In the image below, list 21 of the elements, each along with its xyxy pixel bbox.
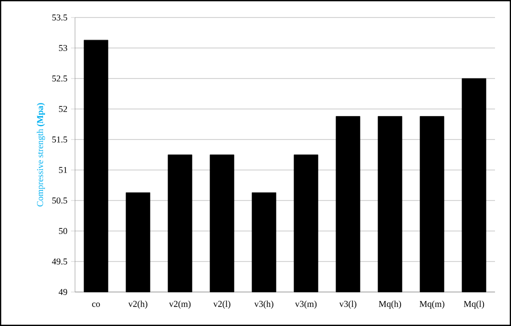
y-tick-label: 49.5: [52, 258, 68, 265]
y-tick-label: 53.5: [52, 14, 68, 21]
x-tick-label: v3(m): [295, 300, 317, 309]
x-tick-label: v3(h): [254, 300, 274, 309]
y-tick-label: 49: [58, 288, 68, 296]
y-tick-label: 52: [59, 106, 67, 112]
x-tick-label: Mq(m): [420, 300, 444, 309]
y-tick-label: 53: [59, 44, 68, 52]
y-axis-title: Compressive strength (Mpa): [36, 103, 45, 206]
y-tick-label: 51.5: [52, 136, 68, 143]
y-tick-label: 50.5: [52, 197, 68, 204]
x-tick-label: v3(l): [339, 300, 356, 309]
y-tick-label: 52.5: [52, 75, 68, 82]
x-tick-label: v2(h): [128, 300, 148, 309]
y-tick-label: 50: [59, 228, 68, 234]
x-tick-label: Mq(l): [464, 300, 484, 309]
y-tick-label: 51: [59, 166, 67, 174]
x-tick-label: v2(m): [169, 300, 191, 309]
x-tick-label: v2(l): [213, 300, 230, 309]
x-tick-label: Mq(h): [378, 300, 402, 309]
x-tick-label: co: [92, 302, 100, 307]
